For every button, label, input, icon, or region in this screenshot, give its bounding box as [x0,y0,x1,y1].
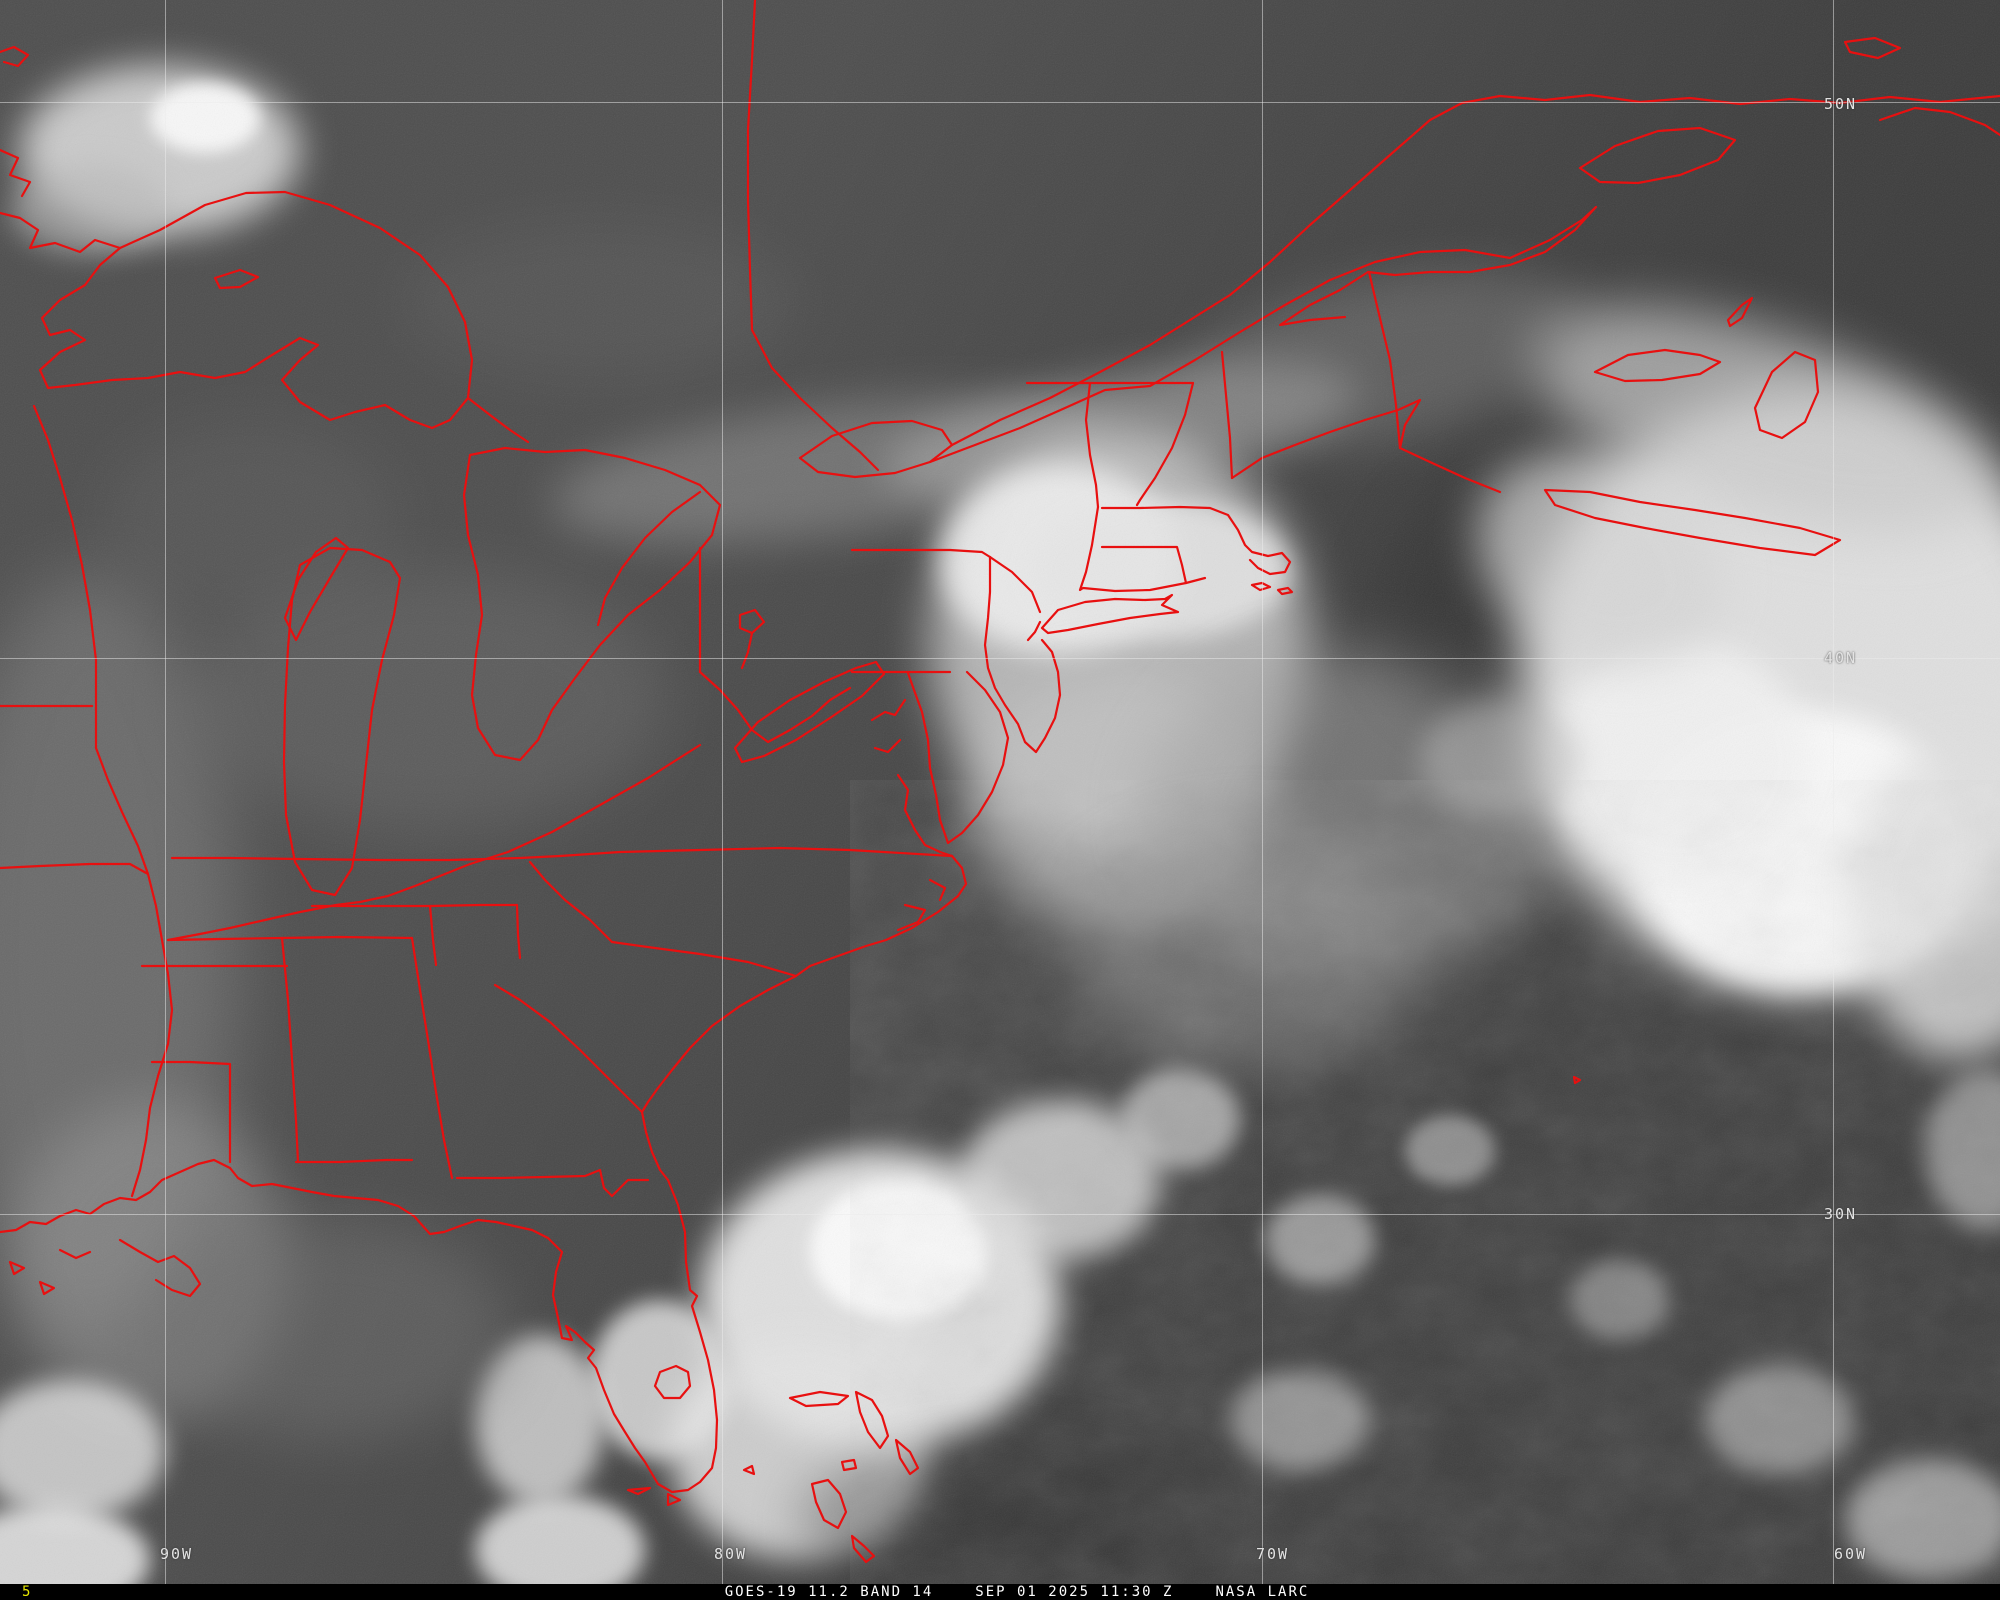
image-caption: GOES-19 11.2 BAND 14 SEP 01 2025 11:30 Z… [0,1584,2000,1600]
gridline-70w [1262,0,1263,1584]
longitude-label-70w: 70W [1256,1545,1290,1563]
gridline-80w [722,0,723,1584]
gridline-50n [0,102,2000,103]
longitude-label-80w: 80W [714,1545,748,1563]
gridline-90w [165,0,166,1584]
satellite-band-label: GOES-19 11.2 BAND 14 [724,1584,934,1600]
longitude-label-90w: 90W [160,1545,194,1563]
longitude-label-60w: 60W [1834,1545,1868,1563]
timestamp-label: SEP 01 2025 11:30 Z [975,1584,1174,1600]
credit-label: NASA LARC [1215,1584,1310,1600]
status-bar: 5 GOES-19 11.2 BAND 14 SEP 01 2025 11:30… [0,1584,2000,1600]
gridline-60w [1833,0,1834,1584]
frame-indicator: 5 [22,1584,32,1600]
gridline-40n [0,658,2000,659]
latitude-label-30n: 30N [1824,1205,1858,1223]
latitude-label-40n: 40N [1824,649,1858,667]
gridline-30n [0,1214,2000,1215]
latitude-label-50n: 50N [1824,95,1858,113]
